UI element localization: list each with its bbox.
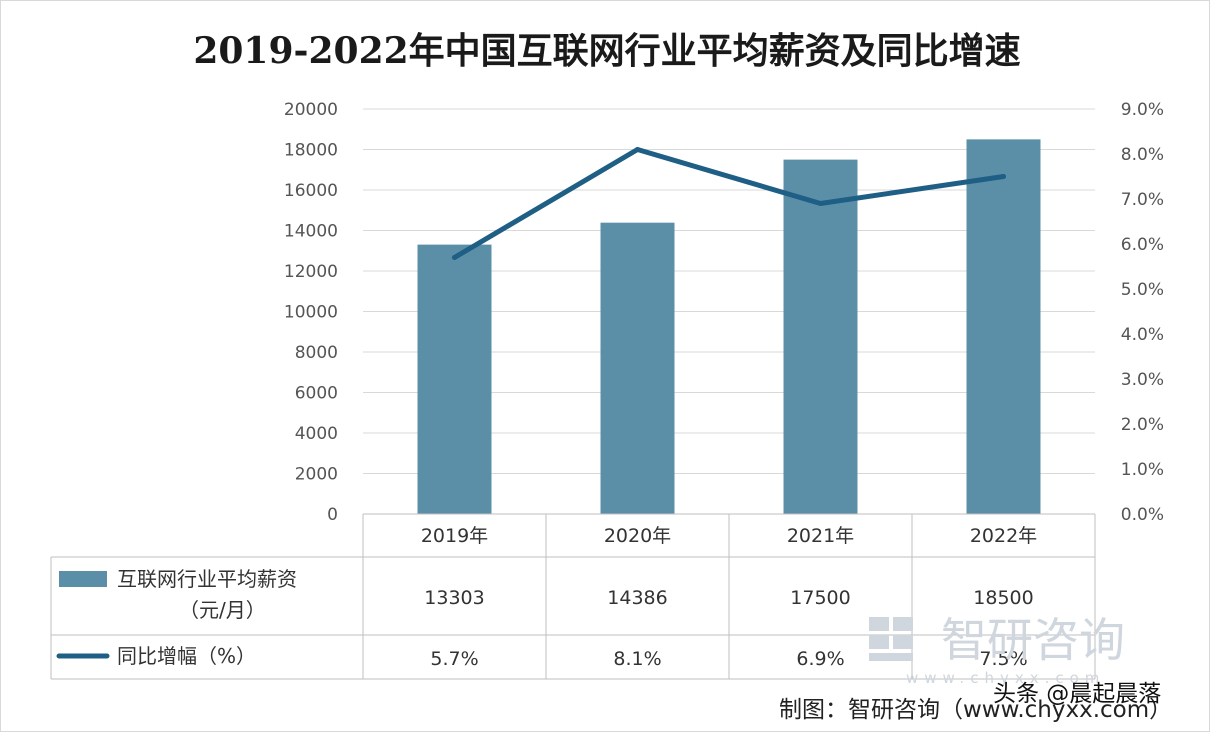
watermark-site: www.chyxx.com (906, 669, 1105, 687)
bar (417, 244, 492, 514)
table-cell-salary: 14386 (607, 587, 667, 609)
left-tick-label: 2000 (295, 465, 338, 485)
right-tick-label: 5.0% (1121, 280, 1164, 300)
table-cell-growth: 8.1% (613, 648, 661, 670)
watermark: 智研咨询 www.chyxx.com (869, 613, 1125, 687)
table-cell-growth: 7.5% (979, 648, 1027, 670)
right-tick-label: 2.0% (1121, 415, 1164, 435)
right-tick-label: 3.0% (1121, 370, 1164, 390)
data-table: 2019年 2020年 2021年 2022年 13303 14386 17500 18500… (50, 513, 1096, 680)
table-cell-salary: 13303 (424, 587, 484, 609)
watermark-logo-icon (869, 617, 913, 661)
category-label: 2022年 (970, 525, 1037, 547)
table-cell-salary: 17500 (790, 587, 850, 609)
right-tick-label: 4.0% (1121, 325, 1164, 345)
category-label: 2019年 (421, 525, 488, 547)
legend-bar-label: 互联网行业平均薪资 (117, 567, 297, 591)
right-tick-label: 1.0% (1121, 460, 1164, 480)
category-label: 2020年 (604, 525, 671, 547)
left-tick-label: 8000 (295, 343, 338, 363)
left-tick-label: 0 (327, 505, 338, 525)
chart-title: 2019-2022年中国互联网行业平均薪资及同比增速 (193, 30, 1020, 72)
growth-line (452, 147, 1006, 260)
bar-series (417, 139, 1041, 514)
category-label: 2021年 (787, 525, 854, 547)
line-point (1001, 174, 1006, 179)
bar (783, 159, 858, 514)
left-axis-ticks: 0 2000 4000 6000 8000 10000 12000 14000 16000 180… (284, 100, 338, 525)
chart-credit: 制图：智研咨询（www.chyxx.com） (779, 697, 1172, 723)
watermark-overlay: 头条 @晨起晨落 (993, 681, 1161, 707)
legend-bar-swatch (59, 571, 107, 587)
bar (966, 139, 1041, 514)
right-axis-ticks: 0.0% 1.0% 2.0% 3.0% 4.0% 5.0% 6.0% 7.0% 8.0% 9.0% (1121, 100, 1164, 525)
line-point (818, 201, 823, 206)
bar (600, 222, 675, 514)
legend-line-label: 同比增幅（%） (117, 644, 256, 668)
right-tick-label: 0.0% (1121, 505, 1164, 525)
watermark-brand: 智研咨询 (941, 613, 1125, 667)
legend-bar-unit: （元/月） (179, 598, 266, 622)
left-tick-label: 12000 (284, 262, 338, 282)
table-cell-growth: 5.7% (430, 648, 478, 670)
right-tick-label: 6.0% (1121, 235, 1164, 255)
left-tick-label: 18000 (284, 141, 338, 161)
line-point (635, 147, 640, 152)
right-tick-label: 9.0% (1121, 100, 1164, 120)
table-cell-growth: 6.9% (796, 648, 844, 670)
right-tick-label: 7.0% (1121, 190, 1164, 210)
left-tick-label: 4000 (295, 424, 338, 444)
table-cell-salary: 18500 (973, 587, 1033, 609)
left-tick-label: 10000 (284, 303, 338, 323)
line-series (452, 147, 1006, 260)
left-tick-label: 6000 (295, 384, 338, 404)
left-tick-label: 16000 (284, 181, 338, 201)
right-tick-label: 8.0% (1121, 145, 1164, 165)
line-point (452, 255, 457, 260)
left-tick-label: 20000 (284, 100, 338, 120)
left-tick-label: 14000 (284, 222, 338, 242)
